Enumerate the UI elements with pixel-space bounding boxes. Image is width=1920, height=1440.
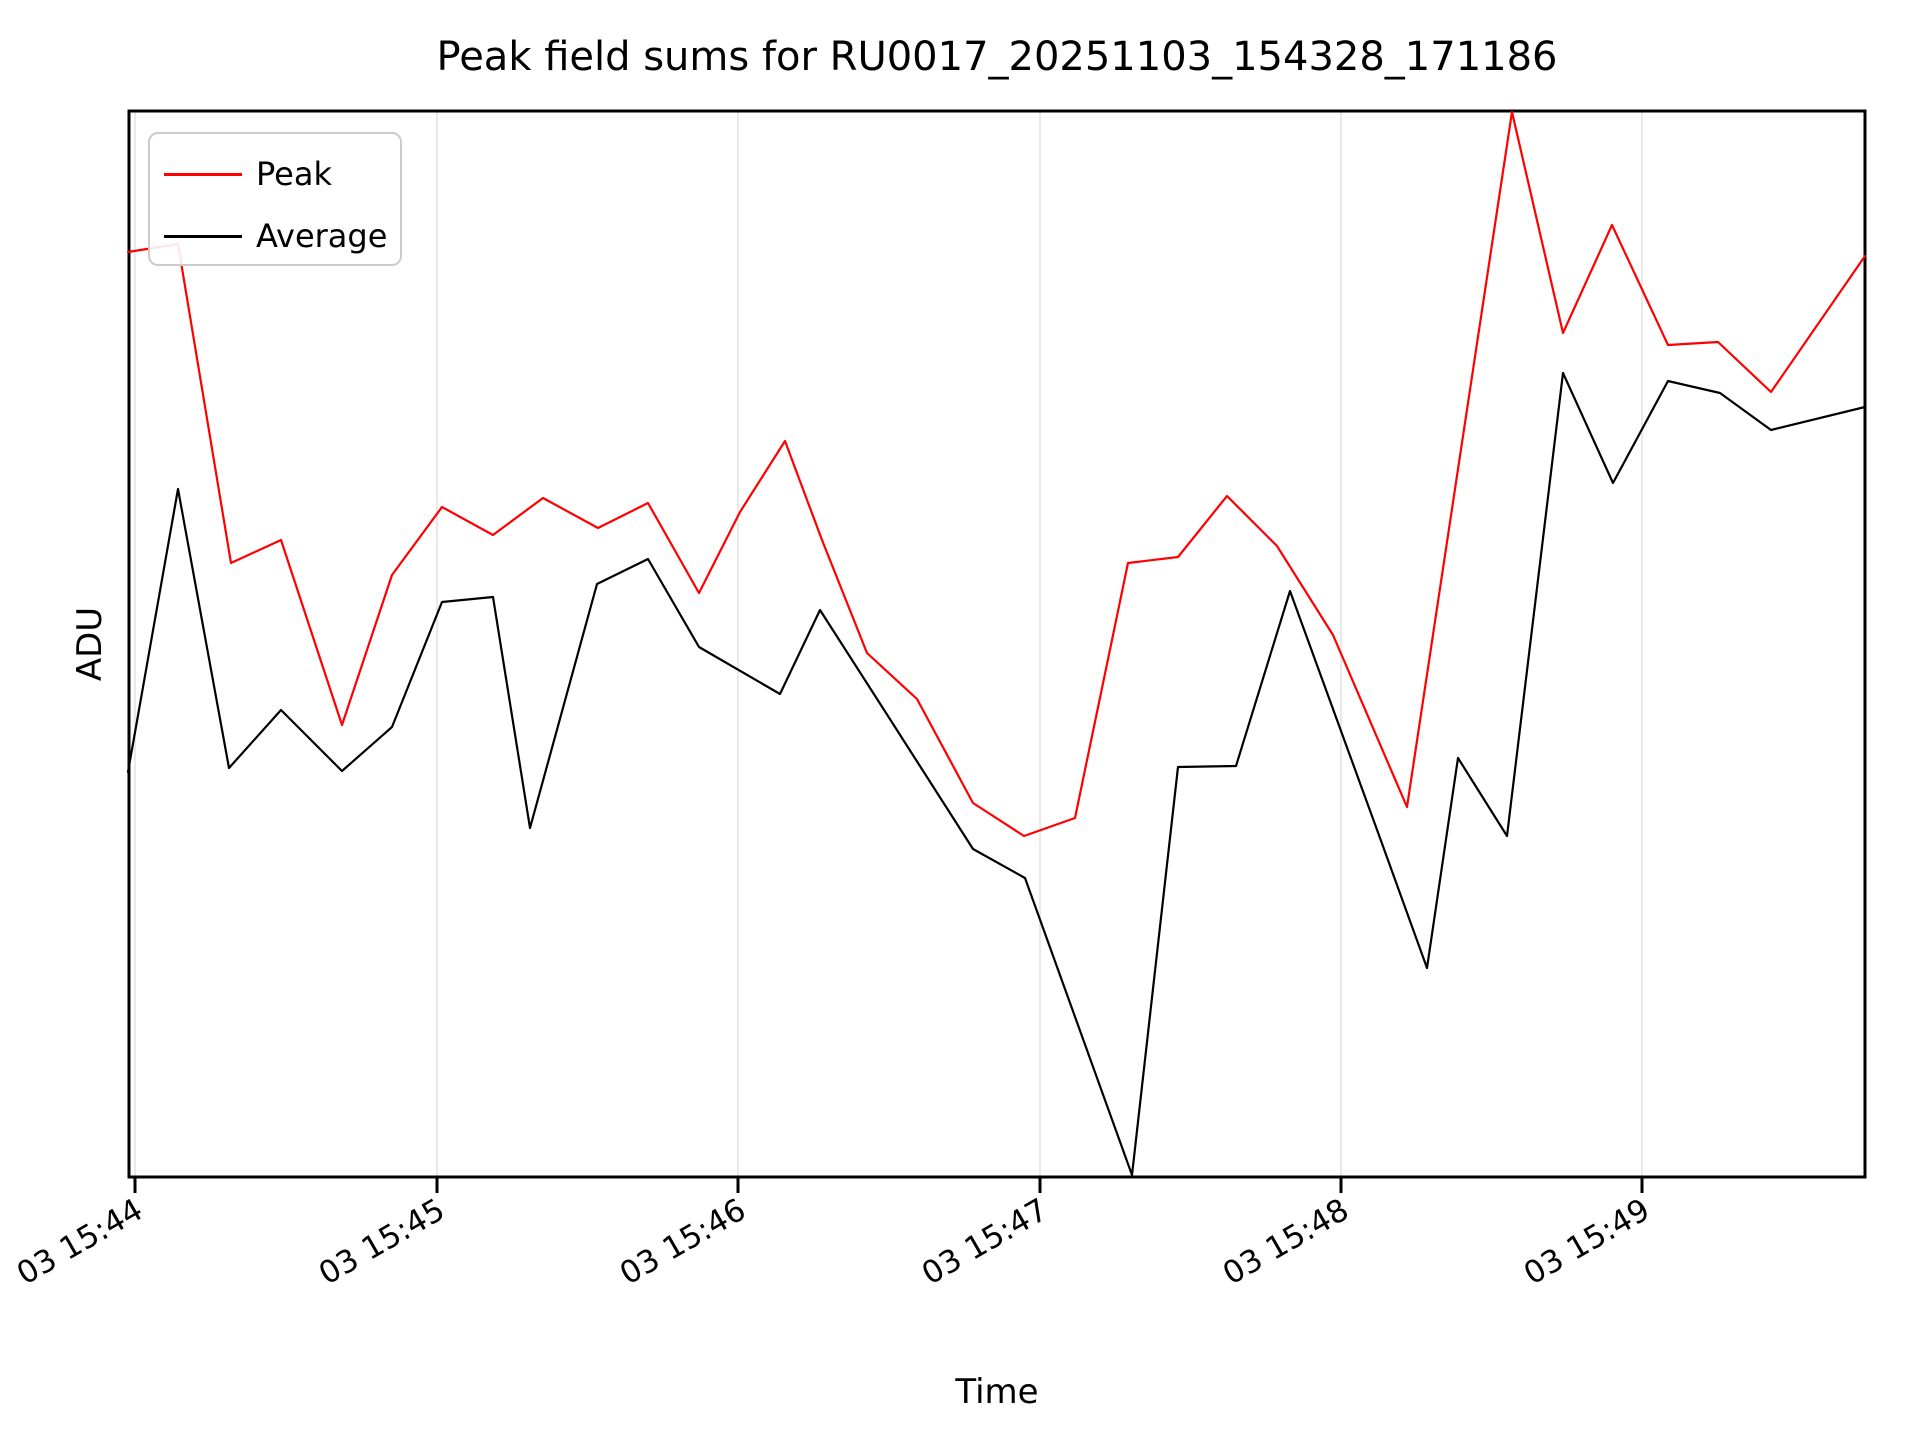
average-line-swatch bbox=[164, 234, 242, 238]
x-tick-label: 03 15:46 bbox=[614, 1192, 752, 1292]
peak-line-swatch bbox=[164, 172, 242, 176]
legend-label-peak: Peak bbox=[256, 155, 332, 193]
legend-item-peak: Peak bbox=[164, 150, 400, 198]
x-tick-label: 03 15:47 bbox=[916, 1192, 1054, 1292]
axes-spines bbox=[127, 109, 1867, 1179]
series-line-average bbox=[126, 371, 1867, 1177]
x-tick-label: 03 15:48 bbox=[1217, 1192, 1355, 1292]
x-tick-label: 03 15:49 bbox=[1518, 1192, 1656, 1292]
x-axis-label: Time bbox=[955, 1372, 1039, 1412]
x-tick-label: 03 15:44 bbox=[11, 1192, 149, 1292]
legend-item-average: Average bbox=[164, 212, 400, 260]
y-axis-label: ADU bbox=[70, 606, 110, 682]
legend-label-average: Average bbox=[256, 217, 388, 255]
chart-title: Peak field sums for RU0017_20251103_1543… bbox=[436, 34, 1558, 80]
legend-box: Peak Average bbox=[148, 132, 402, 266]
series-line-peak bbox=[126, 110, 1867, 838]
x-tick-label: 03 15:45 bbox=[313, 1192, 451, 1292]
